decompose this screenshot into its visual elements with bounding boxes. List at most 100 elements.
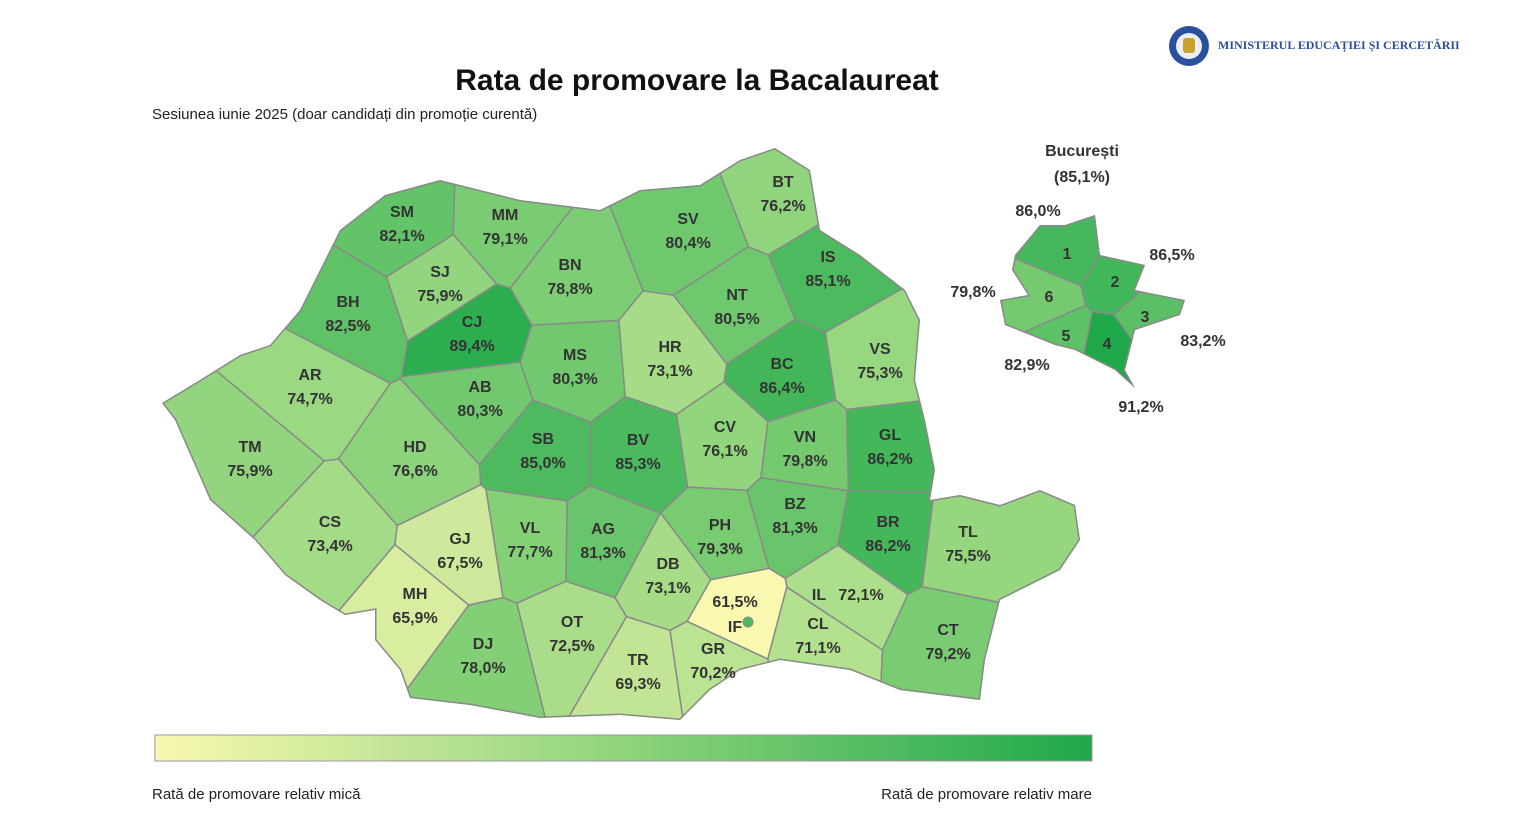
county-value: 82,1% — [379, 228, 424, 245]
county-value: 75,9% — [417, 288, 462, 305]
county-code: CS — [319, 514, 342, 531]
sector-number: 6 — [1045, 289, 1054, 306]
sector-value: 86,5% — [1149, 247, 1194, 264]
county-code: CJ — [462, 314, 482, 331]
logo: MINISTERUL EDUCAȚIEI ȘI CERCETĂRII — [1169, 26, 1460, 66]
sector-number: 4 — [1103, 336, 1112, 353]
county-code: SB — [532, 431, 554, 448]
county-code: BZ — [784, 496, 806, 513]
inset-value: (85,1%) — [1054, 169, 1110, 186]
county-code: TM — [238, 439, 261, 456]
county-value: 78,0% — [460, 660, 505, 677]
legend-gradient — [154, 734, 1093, 762]
county-value: 80,5% — [714, 311, 759, 328]
bucharest-marker — [742, 616, 754, 628]
chart-title: Rata de promovare la Bacalaureat — [455, 64, 939, 97]
county-value: 72,5% — [549, 638, 594, 655]
county-code: AB — [468, 379, 491, 396]
county-value: 80,4% — [665, 235, 710, 252]
county-value: 71,1% — [795, 640, 840, 657]
sector-value: 86,0% — [1015, 203, 1060, 220]
county-code: GR — [701, 641, 725, 658]
county-code: OT — [561, 614, 583, 631]
county-value: 67,5% — [437, 555, 482, 572]
county-value: 85,1% — [805, 273, 850, 290]
sector — [1112, 215, 1185, 388]
county-code: VL — [520, 520, 541, 537]
county-code: MM — [492, 207, 519, 224]
bucharest-outline — [1000, 215, 1185, 388]
county-value: 81,3% — [580, 545, 625, 562]
county-value: 73,1% — [645, 580, 690, 597]
county-value: 74,7% — [287, 391, 332, 408]
county-value: 69,3% — [615, 676, 660, 693]
sector — [1000, 215, 1087, 388]
county-value: 75,5% — [945, 548, 990, 565]
sector-value: 83,2% — [1180, 333, 1225, 350]
county-code: IF — [728, 619, 742, 636]
sector-value: 79,8% — [950, 284, 995, 301]
county-value: 80,3% — [457, 403, 502, 420]
county-code: TL — [958, 524, 978, 541]
label-layer: SM 82,1% MM 79,1% BT 76,2% SV 80,4% BN 78,8% SJ 75,… — [227, 174, 1225, 693]
county-value: 86,4% — [759, 380, 804, 397]
county-code: BN — [558, 257, 581, 274]
inset-title: București — [1045, 143, 1119, 160]
county-code: TR — [627, 652, 649, 669]
sector-number: 1 — [1063, 246, 1072, 263]
county-code: DB — [656, 556, 679, 573]
county-value: 89,4% — [449, 338, 494, 355]
county — [921, 166, 1080, 710]
county-code: GJ — [449, 531, 470, 548]
county — [162, 189, 326, 720]
county-value: 73,4% — [307, 538, 352, 555]
county-value: 85,0% — [520, 455, 565, 472]
legend-low: Rată de promovare relativ mică — [152, 786, 361, 803]
county-value: 65,9% — [392, 610, 437, 627]
county-code: MS — [563, 347, 587, 364]
legend-high: Rată de promovare relativ mare — [881, 786, 1092, 803]
county-value: 72,1% — [838, 587, 883, 604]
sector-value: 91,2% — [1118, 399, 1163, 416]
county-value: 77,7% — [507, 544, 552, 561]
county-code: VS — [869, 341, 891, 358]
county-value: 76,6% — [392, 463, 437, 480]
county-code: SJ — [430, 264, 450, 281]
sector-number: 2 — [1111, 274, 1120, 291]
county-code: HD — [403, 439, 426, 456]
county-value: 85,3% — [615, 456, 660, 473]
county-value: 81,3% — [772, 520, 817, 537]
county-value: 76,1% — [702, 443, 747, 460]
county-code: BT — [772, 174, 794, 191]
sector-number: 5 — [1062, 328, 1071, 345]
county-code: IS — [820, 249, 835, 266]
county-code: NT — [726, 287, 748, 304]
county-code: CL — [807, 616, 829, 633]
county-value: 86,2% — [867, 451, 912, 468]
county-code: BV — [627, 432, 650, 449]
county-code: BH — [336, 294, 359, 311]
country-outline — [162, 148, 1080, 720]
sector-value: 82,9% — [1004, 357, 1049, 374]
county-code: CT — [937, 622, 959, 639]
county-code: PH — [709, 517, 731, 534]
county-code: SM — [390, 204, 414, 221]
county-code: IL — [812, 587, 826, 604]
county-value: 75,3% — [857, 365, 902, 382]
county-value: 79,3% — [697, 541, 742, 558]
county-code: CV — [714, 419, 737, 436]
county-code: DJ — [473, 636, 493, 653]
county-code: VN — [794, 429, 816, 446]
subtitle: Sesiunea iunie 2025 (doar candidați din … — [152, 106, 537, 123]
county-value: 61,5% — [712, 594, 757, 611]
county — [824, 148, 1080, 411]
county-value: 79,1% — [482, 231, 527, 248]
county-value: 70,2% — [690, 665, 735, 682]
county-code: HR — [658, 339, 682, 356]
county-value: 79,8% — [782, 453, 827, 470]
county-value: 80,3% — [552, 371, 597, 388]
county-value: 86,2% — [865, 538, 910, 555]
county-code: SV — [677, 211, 699, 228]
county-value: 79,2% — [925, 646, 970, 663]
